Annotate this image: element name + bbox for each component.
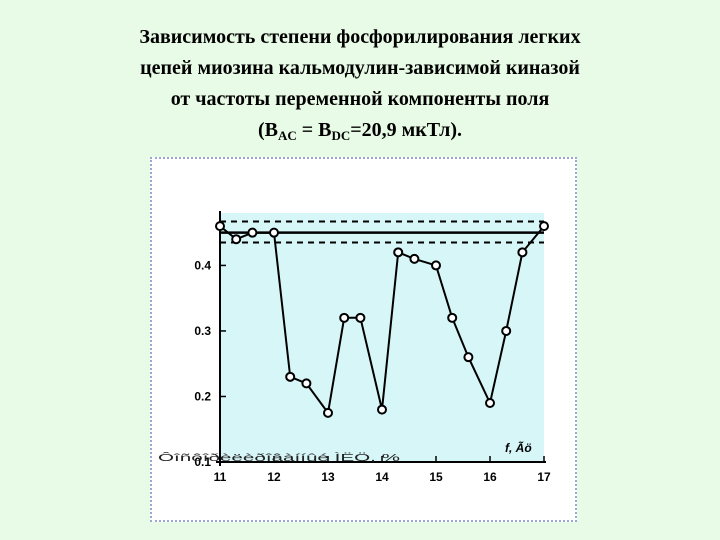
x-tick-label-16: 16 [483,470,497,484]
band-group [220,220,544,244]
title-line-2: цепей миозина кальмодулин-зависимой кина… [140,57,580,79]
x-tick-label-12: 12 [267,470,281,484]
title-sub-ac: AC [277,128,297,143]
ticks-group: 11 12 13 14 15 16 17 0.1 0.2 0.3 0.4 [194,258,551,484]
x-axis-unit-label: f, Ãö [505,440,532,455]
data-point-14 [447,312,458,323]
data-point-17 [501,325,512,336]
title-line-3: от частоты переменной компоненты поля [170,88,550,110]
y-tick-label-0.3: 0.3 [194,324,211,338]
data-point-6 [301,378,312,389]
data-point-8 [339,312,350,323]
data-point-13 [431,260,441,271]
plot-background [220,213,544,462]
title-line-4-part1: (B [257,119,278,141]
labels-group: f, Ãö Ôîñôîðèëèðîâàííûé ÌËÖ, % [158,440,532,464]
data-point-7 [323,407,333,418]
title-line-4-part2: = B [296,119,332,141]
axes-group [216,211,546,466]
y-tick-label-0.4: 0.4 [194,258,211,272]
y-axis-garbled-label: Ôîñôîðèëèðîâàííûé ÌËÖ, % [158,451,400,464]
data-point-1 [215,221,225,232]
data-point-16 [485,398,495,409]
title-sub-dc: DC [331,128,351,143]
data-point-19 [539,221,549,232]
data-point-2 [231,234,242,245]
x-tick-label-15: 15 [429,470,443,484]
data-point-9 [355,312,366,323]
chart-title: Зависимость степени фосфорилирования лег… [60,22,660,151]
x-tick-label-14: 14 [375,470,389,484]
data-point-10 [377,404,387,415]
y-tick-label-0.2: 0.2 [194,389,211,403]
title-line-4-part3: =20,9 мкТл). [350,119,463,141]
series-points-group [215,221,549,418]
data-point-5 [285,371,296,382]
data-point-15 [463,352,474,363]
x-tick-label-13: 13 [321,470,335,484]
x-tick-label-17: 17 [537,470,551,484]
data-point-18 [517,247,528,258]
y-tick-label-0.1: 0.1 [194,455,211,469]
data-point-4 [269,227,279,238]
x-tick-label-11: 11 [214,470,227,484]
data-point-11 [393,247,404,258]
data-point-3 [247,227,258,238]
title-line-4: (BAC = BDC=20,9 мкТл). [60,115,660,151]
data-point-12 [409,253,420,264]
title-line-1: Зависимость степени фосфорилирования лег… [139,26,581,48]
